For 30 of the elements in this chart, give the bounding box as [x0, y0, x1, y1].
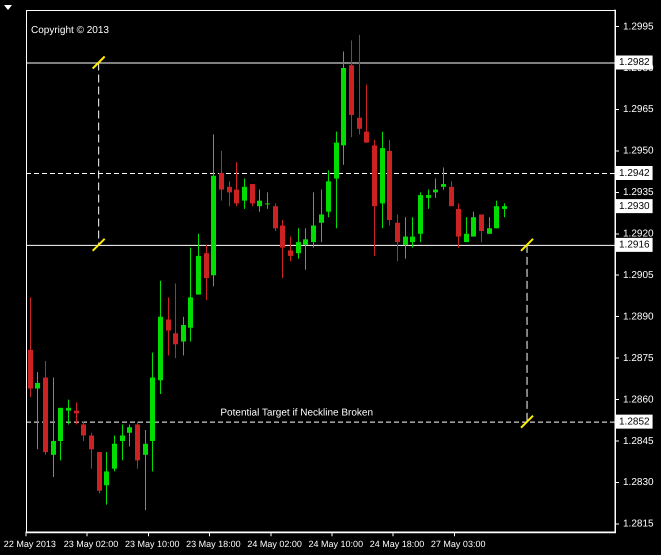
candlestick [265, 192, 270, 209]
annotation: 1.2852 [619, 416, 650, 428]
y-tick-label: 1.2950 [623, 146, 654, 157]
x-tick-label: 23 May 10:00 [124, 539, 180, 550]
ref-line-label: Potential Target if Neckline Broken [220, 407, 374, 418]
y-tick-label: 1.2860 [623, 394, 654, 406]
y-tick-label: 1.2815 [623, 518, 654, 530]
y-tick-label: 1.2995 [623, 21, 654, 32]
annotation: 1.2942 [619, 168, 650, 179]
x-tick-label: 22 May 2013 [4, 539, 56, 550]
x-tick-label: 24 May 10:00 [308, 539, 364, 550]
y-tick-label: 1.2965 [623, 104, 654, 116]
y-tick-label: 1.2890 [623, 311, 654, 322]
y-tick-label: 1.2920 [623, 228, 654, 240]
candlestick [66, 400, 71, 424]
y-tick-label: 1.2905 [623, 270, 654, 281]
x-tick-label: 24 May 02:00 [247, 539, 302, 550]
y-tick-label: 1.2830 [623, 477, 654, 488]
candlestick [35, 372, 40, 450]
annotation: 1.2982 [619, 57, 650, 68]
x-tick-label: 27 May 03:00 [430, 539, 486, 550]
y-tick-label: 1.2935 [623, 187, 654, 198]
x-tick-label: 23 May 18:00 [186, 539, 241, 550]
annotation: Copyright © 2013 [31, 24, 110, 36]
y-tick-label: 1.2845 [623, 436, 654, 447]
x-tick-label: 24 May 18:00 [370, 539, 424, 550]
y-tick-label: 1.2875 [623, 352, 654, 364]
annotation: 1.2930 [619, 200, 650, 212]
annotation: 1.2916 [619, 240, 650, 251]
x-tick-label: 23 May 02:00 [64, 539, 118, 550]
